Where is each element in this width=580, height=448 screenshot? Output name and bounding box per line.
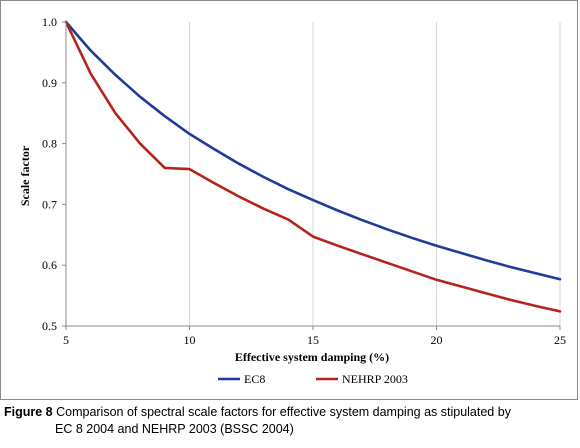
legend-label-nehrp-2003: NEHRP 2003 — [342, 372, 408, 386]
x-tick-label-10: 10 — [184, 333, 196, 347]
tick-labels: 5 10 15 20 25 0.5 0.6 0.7 0.8 0.9 1.0 — [42, 15, 566, 347]
series-line-nehrp-2003 — [64, 20, 562, 313]
legend-label-ec8: EC8 — [244, 372, 265, 386]
figure-frame — [0, 0, 578, 400]
x-tick-label-20: 20 — [431, 333, 443, 347]
y-tick-label-0.8: 0.8 — [42, 137, 57, 151]
y-tick-label-0.6: 0.6 — [42, 258, 57, 272]
y-tick-label-1.0: 1.0 — [42, 15, 57, 29]
line-chart: 5 10 15 20 25 0.5 0.6 0.7 0.8 0.9 1.0 Scale factor… — [18, 15, 566, 386]
series-line-ec8 — [64, 20, 562, 281]
x-axis-label: Effective system damping (%) — [235, 350, 389, 364]
figure-caption: Figure 8 Comparison of spectral scale fa… — [4, 404, 576, 438]
y-axis-label: Scale factor — [18, 145, 32, 206]
legend: EC8 NEHRP 2003 — [218, 372, 408, 386]
caption-text-line2: EC 8 2004 and NEHRP 2003 (BSSC 2004) — [55, 422, 294, 436]
x-tick-label-5: 5 — [63, 333, 69, 347]
y-tick-label-0.7: 0.7 — [42, 197, 57, 211]
y-tick-label-0.9: 0.9 — [42, 76, 57, 90]
x-tick-label-15: 15 — [307, 333, 319, 347]
x-tick-label-25: 25 — [554, 333, 566, 347]
caption-label: Figure 8 — [4, 405, 53, 419]
caption-text-line1: Comparison of spectral scale factors for… — [52, 405, 511, 419]
y-tick-label-0.5: 0.5 — [42, 319, 57, 333]
series-lines — [64, 20, 562, 313]
grid-lines — [189, 22, 561, 326]
